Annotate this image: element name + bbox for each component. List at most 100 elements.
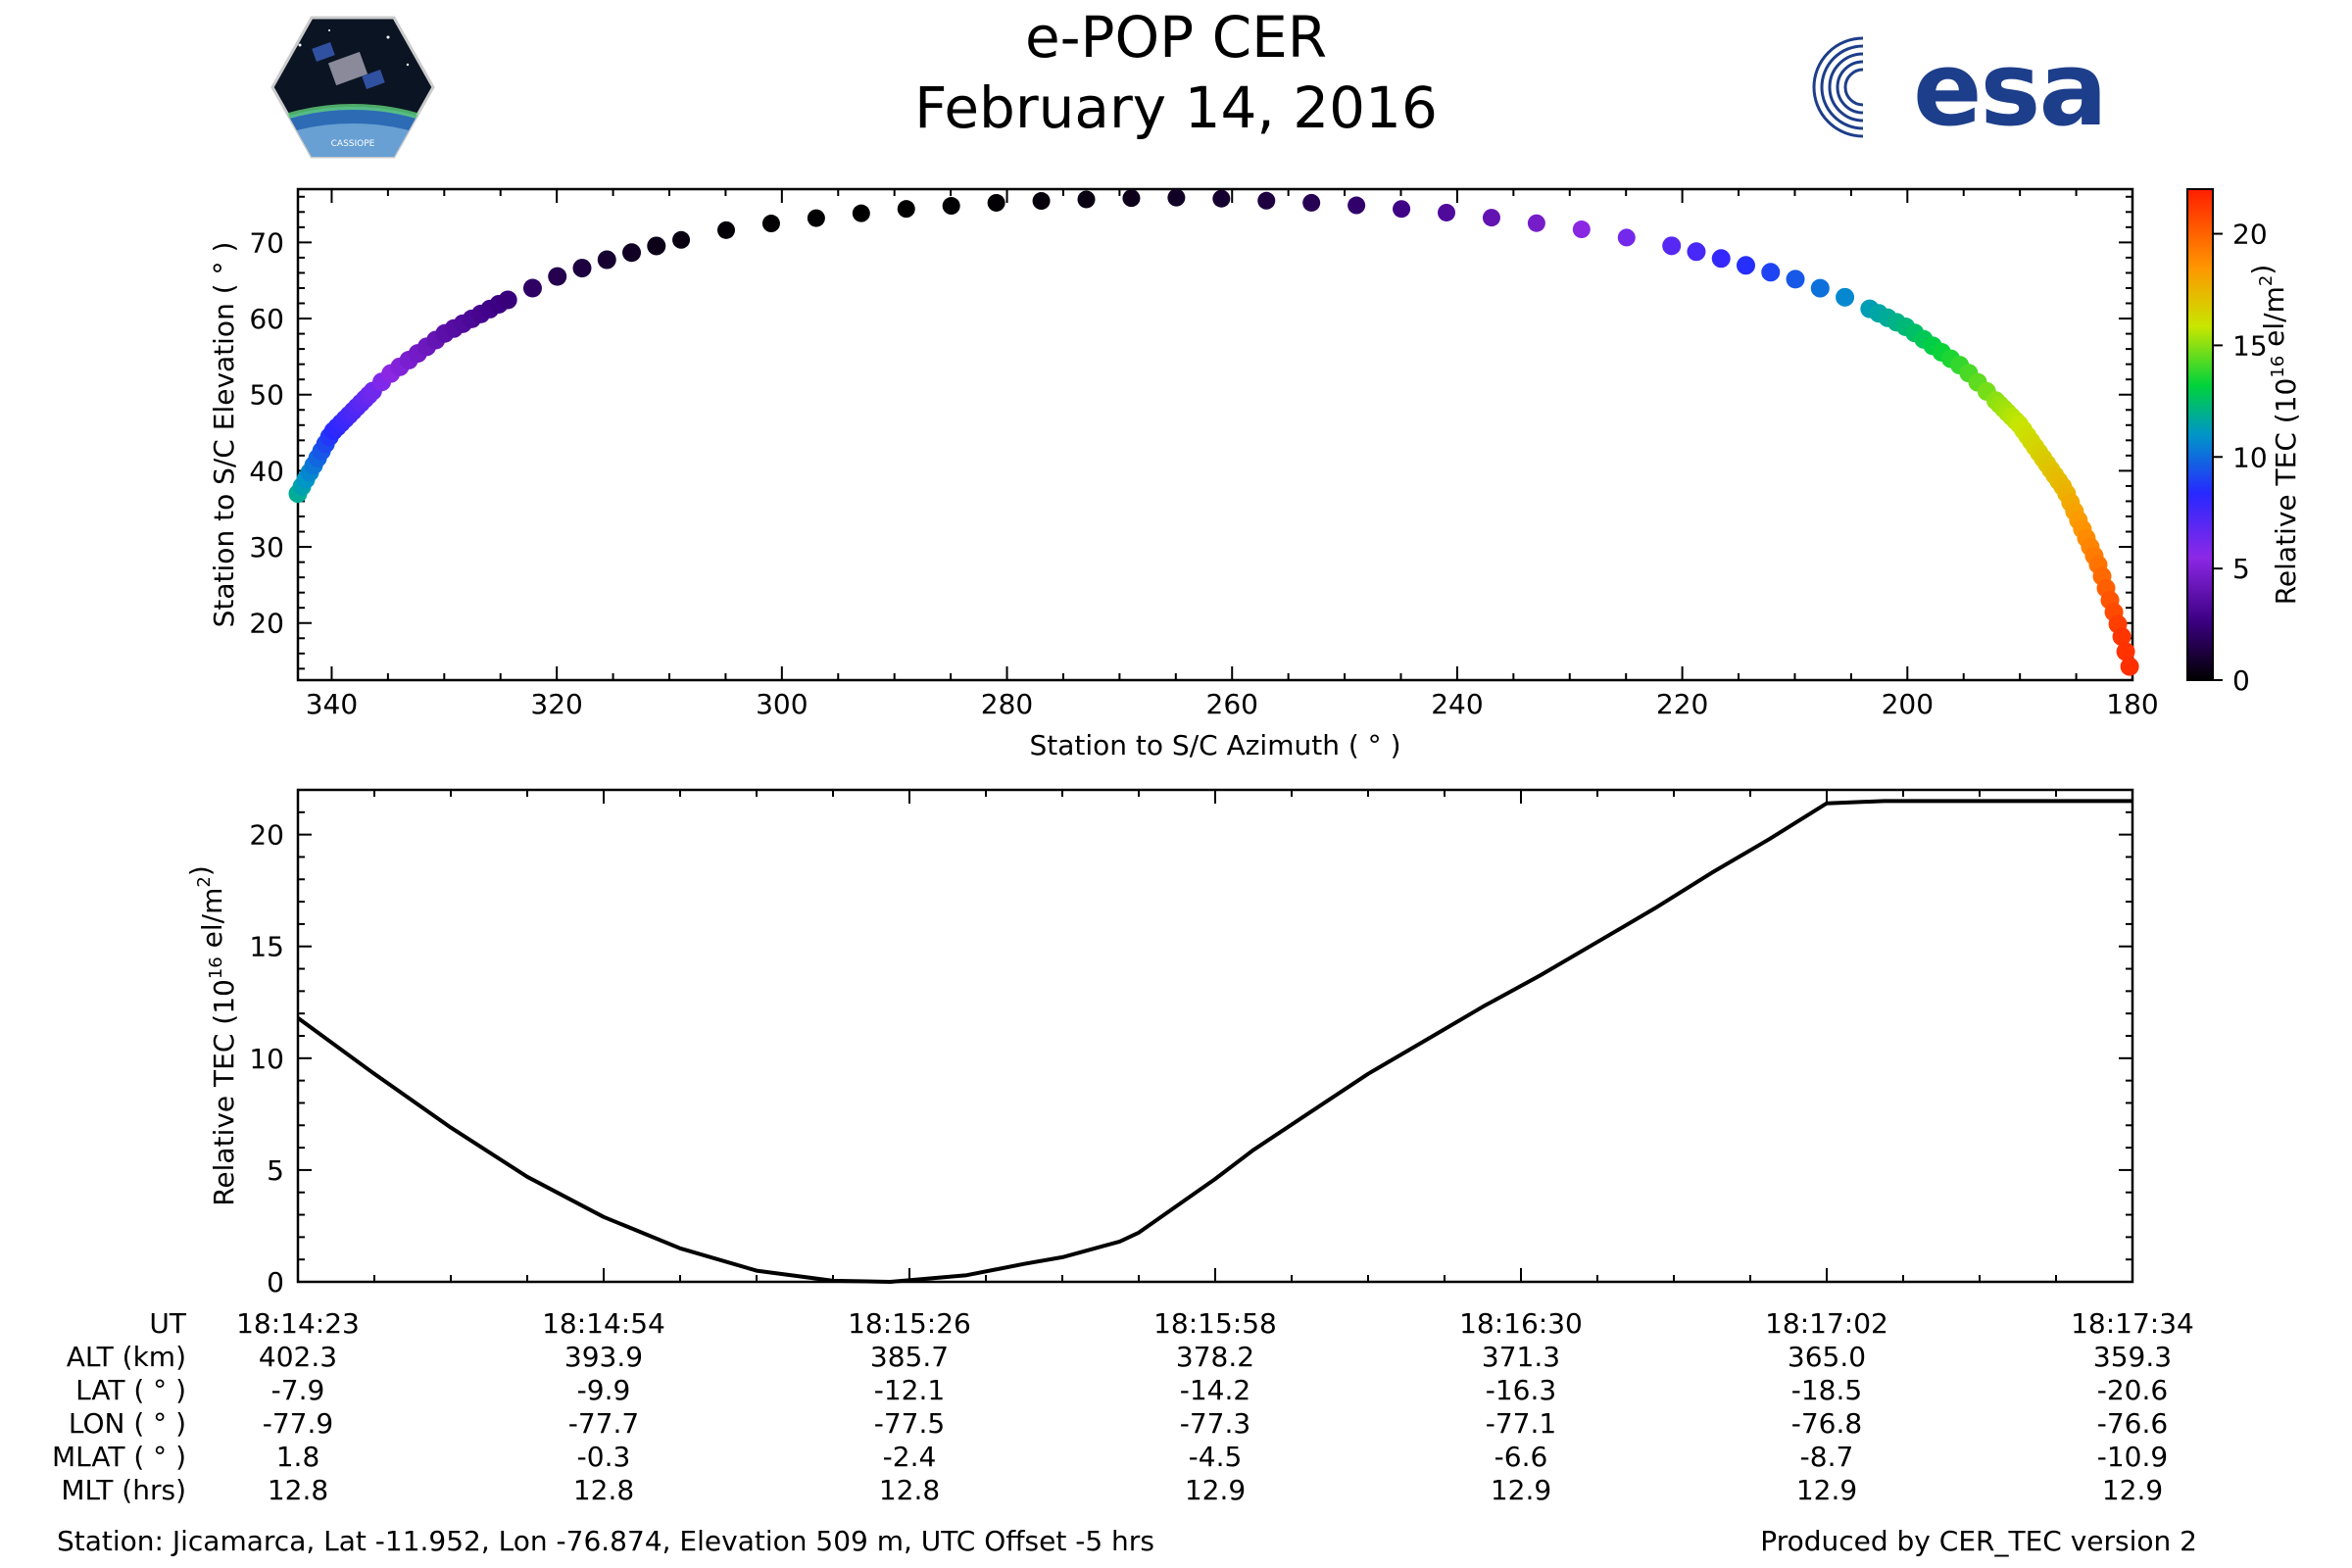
tec-axis-label-part: 2: [194, 876, 215, 887]
ephemeris-cell: -77.3: [1180, 1407, 1250, 1440]
chart-subtitle-date: February 14, 2016: [914, 74, 1438, 141]
ephemeris-row-label: MLAT ( ° ): [52, 1441, 186, 1473]
ephemeris-cell: -0.3: [577, 1441, 631, 1473]
y-tick-label: 60: [249, 303, 284, 335]
track-point: [572, 259, 592, 278]
track-point: [1711, 249, 1731, 269]
ephemeris-cell: -77.5: [874, 1407, 945, 1440]
track-point: [1122, 189, 1141, 208]
ephemeris-cell: 12.9: [1796, 1474, 1857, 1506]
colorbar: [2186, 188, 2214, 681]
track-point: [622, 243, 642, 263]
tec-axis-label: Relative TEC (1016 el/m2): [184, 865, 240, 1206]
y-tick-label: 70: [249, 226, 284, 259]
track-point: [1786, 270, 1805, 289]
ephemeris-cell: 393.9: [564, 1341, 643, 1373]
tec-axis-label-part: Relative TEC (10: [208, 979, 240, 1206]
colorbar-tick-label: 20: [2232, 219, 2268, 251]
track-point: [1257, 191, 1276, 210]
track-point: [1572, 220, 1591, 239]
ephemeris-cell: -76.8: [1791, 1407, 1862, 1440]
x-tick-label: 180: [2106, 688, 2158, 720]
y-tick-label: 40: [249, 455, 284, 487]
producer-info: Produced by CER_TEC version 2: [1760, 1525, 2197, 1557]
ephemeris-row-label: ALT (km): [67, 1341, 186, 1373]
esa-logo-wordmark: esa: [1913, 29, 2108, 149]
track-point: [1302, 193, 1321, 212]
top-plot-frame: [296, 187, 2134, 682]
tec-series-line: [296, 799, 2132, 1284]
colorbar-tick-label: 5: [2232, 553, 2250, 585]
colorbar-label-part: el/m: [2258, 286, 2290, 356]
x-tick-label: 320: [530, 688, 582, 720]
x-tick-label: 200: [1882, 688, 1934, 720]
ephemeris-cell: -12.1: [874, 1374, 945, 1406]
track-point: [1810, 278, 1830, 298]
track-point: [1348, 196, 1366, 215]
track-point: [807, 209, 825, 227]
ephemeris-cell: -6.6: [1494, 1441, 1548, 1473]
track-point: [2120, 657, 2139, 676]
chart-title: e-POP CER: [1024, 4, 1328, 71]
ephemeris-cell: 12.8: [573, 1474, 634, 1506]
ephemeris-cell: 12.9: [1491, 1474, 1551, 1506]
tec-tick-label: 10: [249, 1043, 284, 1075]
ephemeris-row-label: LAT ( ° ): [75, 1374, 186, 1406]
track-point: [1617, 228, 1636, 247]
tec-tick-label: 5: [267, 1154, 284, 1187]
ephemeris-cell: 359.3: [2093, 1341, 2172, 1373]
station-info: Station: Jicamarca, Lat -11.952, Lon -76…: [57, 1525, 1154, 1557]
ephemeris-cell: 18:15:26: [848, 1307, 971, 1340]
esa-logo-icon: [1812, 33, 1917, 141]
colorbar-label: Relative TEC (1016 el/m2): [2246, 265, 2302, 606]
ephemeris-cell: 18:14:54: [542, 1307, 665, 1340]
ephemeris-cell: 12.8: [268, 1474, 328, 1506]
colorbar-label-part: Relative TEC (10: [2270, 378, 2302, 606]
ephemeris-cell: -14.2: [1180, 1374, 1250, 1406]
ephemeris-cell: -2.4: [883, 1441, 937, 1473]
ephemeris-cell: -10.9: [2097, 1441, 2168, 1473]
ephemeris-cell: 18:15:58: [1153, 1307, 1277, 1340]
track-point: [1482, 209, 1500, 227]
y-tick-label: 50: [249, 379, 284, 412]
track-point: [597, 250, 616, 270]
track-point: [647, 236, 666, 256]
track-point: [987, 193, 1005, 212]
ephemeris-cell: -7.9: [271, 1374, 325, 1406]
x-tick-label: 220: [1656, 688, 1708, 720]
track-point: [548, 267, 567, 286]
ephemeris-cell: 18:17:34: [2071, 1307, 2194, 1340]
ephemeris-cell: -77.9: [263, 1407, 333, 1440]
tec-axis-label-part: 16: [206, 956, 226, 979]
track-point: [897, 200, 915, 219]
colorbar-tick-label: 0: [2232, 664, 2250, 697]
track-point: [1032, 192, 1051, 211]
x-tick-label: 260: [1206, 688, 1258, 720]
ephemeris-cell: -9.9: [577, 1374, 631, 1406]
track-point: [1662, 236, 1682, 256]
track-point: [761, 215, 780, 233]
track-point: [1212, 189, 1231, 208]
ephemeris-row-label: MLT (hrs): [61, 1474, 186, 1506]
colorbar-tick-label: 15: [2232, 329, 2268, 362]
ephemeris-cell: 402.3: [259, 1341, 337, 1373]
ephemeris-cell: -4.5: [1189, 1441, 1243, 1473]
track-point: [852, 204, 870, 222]
cassiope-logo-text: CASSIOPE: [331, 139, 375, 149]
ephemeris-cell: 378.2: [1176, 1341, 1254, 1373]
colorbar-label-part: ): [2246, 265, 2278, 275]
tec-tick-label: 15: [249, 931, 284, 963]
ephemeris-cell: 385.7: [870, 1341, 949, 1373]
ephemeris-cell: 18:14:23: [236, 1307, 360, 1340]
ephemeris-cell: -16.3: [1486, 1374, 1556, 1406]
ephemeris-cell: -76.6: [2097, 1407, 2168, 1440]
track-point: [672, 230, 691, 249]
track-point: [1077, 190, 1096, 209]
track-point: [2112, 627, 2132, 647]
tec-axis-label-part: el/m: [196, 888, 228, 957]
track-point: [522, 278, 542, 298]
ephemeris-row-label: LON ( ° ): [69, 1407, 186, 1440]
bottom-plot-frame: [296, 788, 2134, 1284]
x-axis-label: Station to S/C Azimuth ( ° ): [1029, 729, 1400, 761]
track-point: [498, 290, 517, 310]
